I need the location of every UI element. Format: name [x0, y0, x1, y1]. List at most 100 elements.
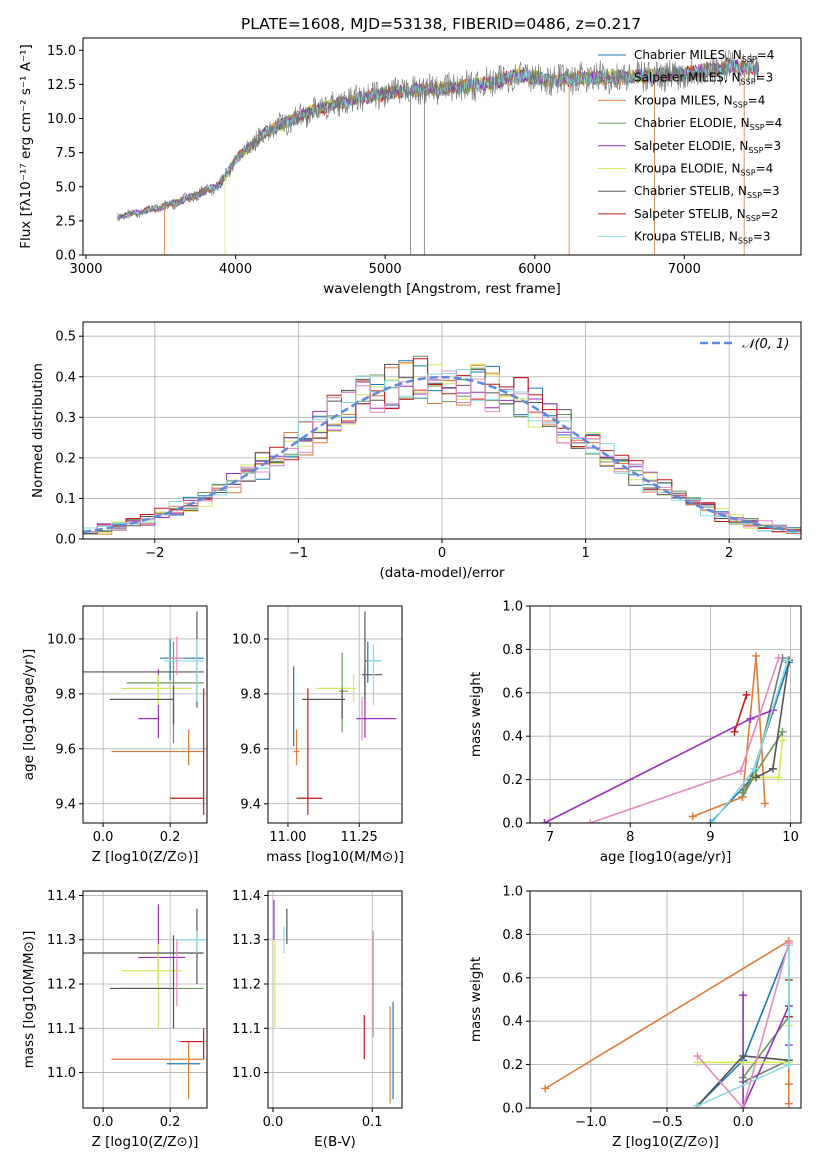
y-tick-label: 0.4 [502, 730, 523, 745]
y-axis-label: mass [log10(M/M⊙)] [21, 931, 37, 1069]
y-axis-label: mass weight [468, 672, 484, 757]
weight-marker [541, 1084, 550, 1093]
x-axis-label: Z [log10(Z/Z⊙)] [612, 1134, 719, 1150]
x-tick-label: 0.0 [93, 1115, 114, 1130]
y-tick-label: 10.0 [47, 112, 76, 127]
plot-area-mass_vs_Z [83, 904, 207, 1100]
weight-marker [706, 819, 715, 823]
weight-marker [774, 773, 783, 782]
x-tick-label: 3000 [69, 262, 102, 277]
axes-frame [82, 321, 802, 540]
x-tick-label: 1 [581, 546, 589, 561]
weight-marker [693, 1101, 702, 1108]
weight-marker [752, 651, 761, 660]
x-tick-label: 0.2 [160, 830, 181, 845]
y-tick-label: 11.2 [232, 978, 261, 993]
weight-marker [784, 1099, 793, 1108]
axes-frame [82, 605, 208, 824]
x-tick-label: 9 [706, 830, 714, 845]
y-tick-label: 9.4 [240, 797, 261, 812]
y-tick-label: 9.8 [240, 687, 261, 702]
legend-label: Salpeter STELIB, NSSP=2 [634, 207, 778, 223]
y-tick-label: 9.6 [240, 742, 261, 757]
weight-line [692, 655, 766, 818]
x-tick-label: −1.0 [575, 1115, 607, 1130]
x-axis-label: age [log10(age/yr)] [600, 849, 732, 865]
y-tick-label: 9.8 [55, 687, 76, 702]
legend-label: Salpeter MILES, NSSP=3 [634, 71, 773, 87]
weight-marker [750, 764, 759, 773]
weight-marker [774, 654, 783, 663]
weight-marker [783, 656, 792, 665]
x-tick-label: 6000 [518, 262, 551, 277]
x-tick-label: 2 [725, 546, 733, 561]
y-tick-label: 1.0 [502, 885, 523, 900]
legend-label: Chabrier STELIB, NSSP=3 [634, 184, 780, 200]
y-tick-label: 11.3 [47, 933, 76, 948]
y-tick-label: 0.8 [502, 643, 523, 658]
x-tick-label: −2 [145, 546, 164, 561]
weight-marker [736, 766, 745, 775]
weight-marker [739, 1051, 748, 1060]
panel-age_vs_mass: 11.00 11.25 9.4 9.6 9.8 10.0 mass [log10(M/M⊙)… [232, 605, 404, 865]
panel-spectrum: 3000 4000 5000 6000 7000 0.0 2.5 5.0 7.5 10.0 12.5… [18, 37, 802, 297]
x-tick-label: 11.25 [341, 830, 378, 845]
x-tick-label: 0.0 [733, 1115, 754, 1130]
y-tick-label: 0.0 [502, 817, 523, 832]
panel-residuals: −2 −1 0 1 2 0.0 0.1 0.2 0.3 0.4 0.5 (data-model)/er… [30, 321, 802, 581]
x-tick-label: −0.5 [651, 1115, 683, 1130]
panel-age_vs_Z: 0.0 0.2 9.4 9.6 9.8 10.0 Z [log10(Z/Z⊙)] age [l… [21, 605, 208, 865]
weight-marker [752, 773, 761, 782]
weight-line [733, 694, 748, 733]
y-tick-label: 0.0 [55, 533, 76, 548]
panel-weight_vs_age: 7 8 9 10 0.0 0.2 0.4 0.6 0.8 1.0 age [log10(age/yr… [468, 600, 802, 865]
axes-frame [82, 890, 208, 1109]
x-tick-label: 0 [438, 546, 446, 561]
axes-frame [529, 605, 802, 824]
weight-marker [730, 727, 739, 736]
y-tick-label: 11.0 [232, 1066, 261, 1081]
legend-label: Salpeter ELODIE, NSSP=3 [634, 139, 781, 155]
legend-label-normal: 𝒩(0, 1) [742, 337, 789, 352]
weight-marker [784, 1080, 793, 1089]
weight-marker [778, 727, 787, 736]
y-tick-label: 0.2 [55, 451, 76, 466]
x-tick-label: 5000 [369, 262, 402, 277]
legend-label: Chabrier ELODIE, NSSP=4 [634, 116, 782, 132]
plot-area-age_vs_Z [83, 611, 205, 815]
weight-line [742, 995, 790, 1108]
normal-curve [83, 375, 799, 534]
y-tick-label: 11.0 [47, 1066, 76, 1081]
weight-line [544, 709, 774, 823]
y-tick-label: 0.0 [502, 1102, 523, 1117]
axes-frame [82, 37, 802, 256]
y-tick-label: 2.5 [55, 214, 76, 229]
x-tick-label: 0.2 [160, 1115, 181, 1130]
y-tick-label: 5.0 [55, 180, 76, 195]
panel-mass_vs_EBV: 0.0 0.1 11.0 11.1 11.2 11.3 11.4 E(B-V) [232, 889, 403, 1150]
weight-marker [693, 1051, 702, 1060]
weight-line [696, 942, 790, 1108]
weight-marker [742, 690, 751, 699]
y-tick-label: 15.0 [47, 44, 76, 59]
y-tick-label: 9.4 [55, 797, 76, 812]
plot-area-residuals [83, 355, 801, 539]
weight-marker [768, 764, 777, 773]
y-tick-label: 11.4 [232, 889, 261, 904]
weight-marker [708, 819, 717, 823]
y-tick-label: 9.6 [55, 742, 76, 757]
y-tick-label: 10.0 [47, 632, 76, 647]
x-axis-label: Z [log10(Z/Z⊙)] [92, 849, 199, 865]
spectrum-line-kroupa-stelib [117, 57, 760, 220]
axes-frame [529, 890, 802, 1109]
weight-marker [739, 991, 748, 1000]
legend-label: Kroupa ELODIE, NSSP=4 [634, 162, 773, 178]
x-axis-label: (data-model)/error [379, 565, 505, 581]
figure-title: PLATE=1608, MJD=53138, FIBERID=0486, z=0… [241, 15, 641, 33]
x-tick-label: 0.0 [263, 1115, 284, 1130]
y-tick-label: 0.6 [502, 686, 523, 701]
y-tick-label: 1.0 [502, 600, 523, 615]
x-tick-label: 8 [626, 830, 634, 845]
weight-line [742, 1016, 790, 1079]
